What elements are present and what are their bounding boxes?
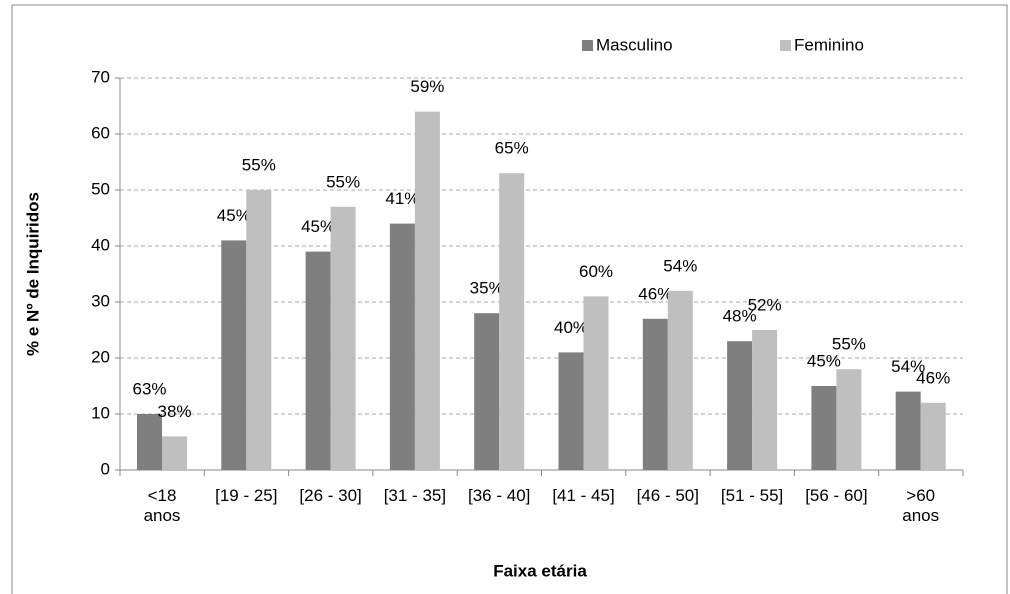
bar bbox=[137, 414, 162, 470]
x-tick-label: <18 anos bbox=[143, 486, 181, 525]
bar-annotation: 65% bbox=[495, 139, 529, 158]
bar bbox=[414, 111, 440, 470]
bar bbox=[558, 352, 584, 470]
y-tick-label: 50 bbox=[91, 179, 110, 198]
bar bbox=[389, 223, 415, 470]
bar bbox=[752, 330, 778, 470]
legend-swatch bbox=[582, 40, 593, 51]
bar bbox=[246, 190, 272, 470]
bar bbox=[811, 386, 837, 470]
bar-annotation: 60% bbox=[579, 262, 613, 281]
bar-annotation: 55% bbox=[242, 155, 276, 174]
y-tick-label: 40 bbox=[91, 235, 110, 254]
bar-annotation: 45% bbox=[217, 206, 251, 225]
x-tick-label: [51 - 55] bbox=[720, 486, 784, 505]
x-tick-label: [41 - 45] bbox=[552, 486, 615, 505]
y-tick-label: 10 bbox=[91, 403, 110, 422]
bar bbox=[305, 251, 331, 470]
bar-annotation: 54% bbox=[891, 357, 925, 376]
bar bbox=[499, 173, 525, 470]
y-tick-label: 20 bbox=[91, 347, 110, 366]
y-tick-label: 0 bbox=[101, 459, 110, 478]
x-tick-label: [26 - 30] bbox=[299, 486, 362, 505]
bar-annotation: 45% bbox=[807, 351, 841, 370]
bar-annotation: 35% bbox=[470, 279, 504, 298]
y-tick-label: 30 bbox=[91, 291, 110, 310]
x-tick-label: [31 - 35] bbox=[383, 486, 447, 505]
bar bbox=[727, 341, 753, 470]
bar-annotation: 41% bbox=[385, 189, 419, 208]
legend-swatch bbox=[780, 40, 791, 51]
legend-label: Masculino bbox=[596, 35, 673, 54]
bar-annotation: 55% bbox=[832, 335, 866, 354]
legend-label: Feminino bbox=[794, 35, 864, 54]
y-axis-title: % e Nº de Inquiridos bbox=[23, 192, 42, 356]
bar bbox=[583, 296, 609, 470]
bar bbox=[330, 206, 356, 471]
bar-annotation: 45% bbox=[301, 217, 335, 236]
bar bbox=[474, 313, 500, 470]
bar-annotation: 46% bbox=[638, 284, 672, 303]
bar bbox=[920, 402, 946, 470]
bar bbox=[836, 369, 862, 470]
y-tick-label: 60 bbox=[91, 123, 110, 142]
y-tick-label: 70 bbox=[91, 67, 110, 86]
bar-annotation: 55% bbox=[326, 172, 360, 191]
x-tick-label: [36 - 40] bbox=[468, 486, 531, 505]
bar-annotation: 40% bbox=[554, 318, 588, 337]
bar bbox=[642, 318, 668, 470]
bar-annotation: 59% bbox=[410, 77, 444, 96]
chart-frame bbox=[11, 4, 1008, 594]
x-tick-label: [46 - 50] bbox=[636, 486, 699, 505]
x-axis-title: Faixa etária bbox=[493, 561, 587, 580]
bar bbox=[895, 391, 921, 470]
bar-annotation: 52% bbox=[748, 295, 782, 314]
x-tick-label: [56 - 60] bbox=[805, 486, 868, 505]
bar-annotation: 54% bbox=[663, 256, 697, 275]
bar-annotation: 46% bbox=[916, 368, 950, 387]
x-tick-label: [19 - 25] bbox=[215, 486, 278, 505]
bar bbox=[667, 290, 693, 470]
bar bbox=[162, 436, 187, 470]
bar-annotation: 48% bbox=[723, 307, 757, 326]
bar bbox=[221, 240, 247, 470]
bar-annotation: 63% bbox=[132, 379, 166, 398]
x-tick-label: >60 anos bbox=[902, 486, 940, 525]
bar-annotation: 38% bbox=[157, 402, 191, 421]
